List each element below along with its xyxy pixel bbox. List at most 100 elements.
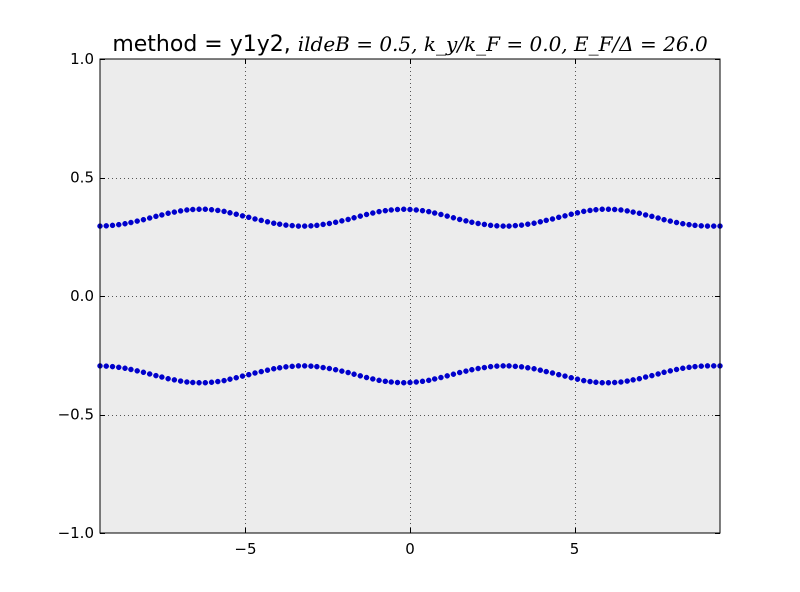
data-point	[246, 214, 252, 221]
data-point	[537, 367, 544, 373]
data-point	[394, 206, 401, 213]
data-point	[431, 376, 438, 382]
data-points	[97, 206, 723, 386]
data-point	[363, 211, 370, 218]
data-point	[500, 363, 506, 369]
data-point	[258, 217, 264, 224]
data-point	[692, 222, 698, 229]
data-point	[494, 223, 500, 229]
data-point	[481, 221, 488, 228]
y-tick-label: −1.0	[58, 524, 94, 542]
data-point	[239, 213, 246, 219]
data-point	[134, 218, 140, 224]
data-point	[581, 208, 587, 215]
data-point	[128, 219, 134, 226]
data-point	[562, 373, 568, 379]
data-point	[636, 375, 643, 382]
data-point	[624, 378, 630, 384]
data-point	[357, 213, 364, 219]
data-point	[469, 366, 475, 373]
data-point	[605, 206, 612, 213]
data-point	[450, 371, 457, 377]
data-point	[444, 373, 450, 379]
data-point	[339, 368, 345, 374]
data-point	[289, 363, 295, 370]
data-point	[320, 221, 326, 228]
data-point	[456, 369, 463, 376]
data-point	[661, 369, 667, 376]
data-point	[184, 379, 190, 385]
data-point	[587, 207, 593, 214]
data-point	[450, 215, 457, 221]
data-point	[165, 210, 171, 217]
x-tick-label: 5	[570, 540, 580, 558]
data-point	[481, 364, 488, 371]
data-point	[642, 212, 649, 218]
data-point	[487, 222, 494, 229]
data-point	[568, 211, 574, 217]
data-point	[599, 206, 605, 213]
data-point	[568, 375, 574, 381]
data-point	[177, 208, 184, 214]
data-point	[426, 208, 432, 215]
data-point	[202, 206, 209, 213]
data-point	[599, 379, 605, 386]
data-point	[655, 371, 661, 377]
data-point	[543, 368, 549, 375]
series-1	[97, 206, 723, 229]
data-point	[611, 206, 618, 213]
data-point	[549, 216, 556, 222]
data-point	[165, 375, 171, 382]
data-point	[419, 207, 426, 214]
data-point	[376, 208, 382, 215]
data-point	[698, 363, 704, 369]
chart-title: method = y1y2, ildeB = 0.5, k_y/k_F = 0.…	[112, 32, 708, 57]
data-point	[456, 216, 463, 223]
data-point	[128, 366, 134, 373]
data-point	[587, 378, 593, 385]
data-point	[159, 374, 165, 380]
data-point	[593, 206, 599, 213]
data-point	[116, 364, 122, 371]
data-point	[581, 377, 587, 384]
data-point	[388, 379, 394, 385]
data-point	[215, 207, 221, 214]
data-point	[196, 206, 202, 213]
x-tick-label: −5	[234, 540, 256, 558]
data-point	[233, 211, 239, 217]
data-point	[258, 368, 264, 375]
data-point	[704, 223, 711, 229]
data-point	[376, 377, 382, 384]
data-point	[512, 222, 519, 229]
data-point	[494, 363, 500, 369]
data-point	[202, 379, 209, 386]
grid	[100, 59, 720, 533]
data-point	[351, 215, 357, 221]
data-point	[618, 207, 624, 213]
data-point	[556, 371, 562, 378]
data-point	[382, 207, 389, 214]
data-point	[698, 223, 704, 229]
data-point	[686, 221, 692, 228]
data-point	[320, 364, 326, 371]
data-point	[308, 363, 314, 369]
data-point	[426, 377, 432, 384]
data-point	[109, 222, 116, 229]
data-point	[227, 376, 233, 382]
data-point	[487, 363, 494, 370]
data-point	[506, 363, 512, 369]
data-point	[301, 223, 308, 229]
data-point	[562, 213, 568, 219]
data-point	[512, 363, 519, 370]
data-point	[673, 366, 680, 373]
data-point	[649, 213, 655, 220]
data-point	[283, 364, 289, 370]
data-point	[574, 210, 581, 216]
data-point	[326, 365, 333, 372]
data-point	[401, 379, 407, 386]
data-point	[556, 214, 562, 221]
data-point	[264, 367, 271, 373]
data-point	[153, 213, 159, 220]
data-point	[171, 209, 178, 215]
